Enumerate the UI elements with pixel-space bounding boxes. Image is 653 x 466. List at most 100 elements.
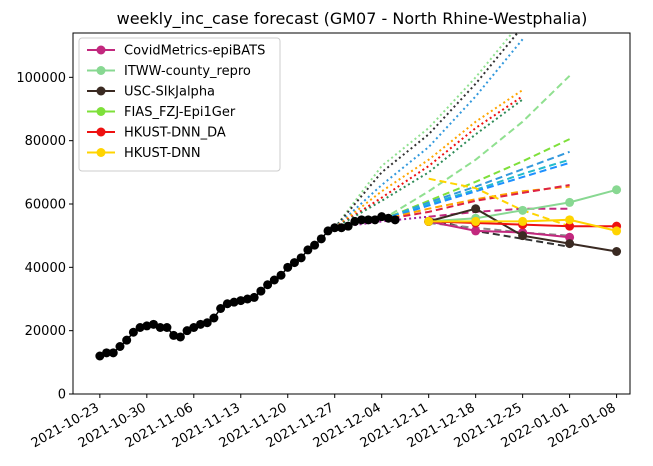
y-tick-label-3: 60000 <box>25 198 66 213</box>
projection-line-5 <box>334 98 524 229</box>
projection-line-2 <box>334 38 524 229</box>
observed-point-32 <box>310 240 320 250</box>
observed-point-34 <box>323 226 333 236</box>
projection-line-0 <box>333 33 514 229</box>
observed-point-9 <box>155 323 165 332</box>
observed-point-12 <box>175 332 185 342</box>
series-point-2-1 <box>471 204 481 214</box>
series-line-0 <box>428 220 570 239</box>
projection-line-8 <box>381 138 571 221</box>
legend-label-4: HKUST-DNN_DA <box>124 126 226 141</box>
observed-point-16 <box>202 318 212 328</box>
observed-point-0 <box>95 351 105 361</box>
legend-marker-1 <box>96 66 106 75</box>
observed-point-23 <box>249 292 259 302</box>
observed-point-11 <box>169 330 179 340</box>
series-point-0-3 <box>565 232 575 242</box>
observed-point-24 <box>256 286 266 296</box>
observed-point-44 <box>390 215 400 225</box>
observed-point-27 <box>276 270 286 280</box>
series-point-5-1 <box>471 216 481 226</box>
observed-line <box>99 215 396 357</box>
legend-marker-4 <box>96 127 106 137</box>
observed-point-40 <box>363 215 373 225</box>
observed-point-39 <box>357 215 367 225</box>
series-point-5-3 <box>565 215 575 225</box>
observed-point-29 <box>289 258 299 268</box>
projection-lines <box>333 33 571 248</box>
plot-frame <box>72 32 631 395</box>
projection-line-3 <box>334 89 524 229</box>
series-point-1-2 <box>518 205 528 215</box>
projection-line-14 <box>428 177 570 228</box>
legend-label-1: ITWW-county_repro <box>124 64 251 79</box>
observed-point-42 <box>377 212 387 222</box>
observed-point-20 <box>229 297 239 307</box>
observed-point-10 <box>162 323 172 332</box>
series-point-5-2 <box>518 216 528 226</box>
series-point-2-2 <box>518 231 528 241</box>
observed-point-17 <box>209 313 219 323</box>
observed-point-37 <box>343 221 353 231</box>
observed-point-4 <box>122 335 132 345</box>
observed-point-31 <box>303 245 313 255</box>
series-point-5-0 <box>424 216 434 226</box>
observed-series <box>95 212 400 361</box>
observed-point-33 <box>316 234 326 244</box>
observed-point-38 <box>350 216 360 226</box>
y-tick-label-2: 40000 <box>25 261 66 276</box>
observed-point-41 <box>370 215 380 225</box>
observed-point-15 <box>196 319 206 329</box>
legend-label-3: FIAS_FZJ-Epi1Ger <box>124 105 236 120</box>
observed-point-19 <box>222 299 232 309</box>
observed-point-43 <box>383 213 393 223</box>
series-point-0-1 <box>471 226 481 236</box>
x-axis: 2021-10-232021-10-302021-11-062021-11-13… <box>29 394 619 451</box>
observed-point-36 <box>336 223 346 233</box>
observed-point-3 <box>115 342 125 351</box>
projection-line-13 <box>381 184 570 221</box>
observed-point-35 <box>330 223 340 233</box>
observed-point-28 <box>283 262 293 272</box>
observed-point-18 <box>216 304 226 313</box>
observed-point-2 <box>108 348 118 358</box>
legend-label-2: USC-SIkJalpha <box>124 85 215 100</box>
observed-point-22 <box>242 294 252 304</box>
projection-line-1 <box>333 33 519 229</box>
observed-point-1 <box>102 348 112 358</box>
legend-marker-5 <box>96 148 106 157</box>
observed-point-5 <box>128 327 138 337</box>
y-tick-label-0: 0 <box>58 388 66 403</box>
projection-line-4 <box>334 95 524 229</box>
observed-point-26 <box>269 275 279 285</box>
legend-box <box>78 37 281 172</box>
series-point-1-4 <box>612 185 622 195</box>
observed-point-7 <box>142 321 152 331</box>
projection-line-9 <box>381 150 570 221</box>
legend-marker-0 <box>96 45 106 55</box>
projection-line-10 <box>381 158 570 221</box>
series-point-2-4 <box>612 247 622 256</box>
legend-marker-3 <box>96 107 106 116</box>
observed-point-21 <box>236 296 246 306</box>
series-point-4-3 <box>565 221 575 231</box>
observed-point-25 <box>263 280 273 290</box>
series-point-1-3 <box>565 197 575 207</box>
projection-line-7 <box>381 75 571 221</box>
y-tick-label-5: 100000 <box>16 71 66 86</box>
legend-label-5: HKUST-DNN <box>124 146 201 161</box>
observed-point-13 <box>182 326 192 336</box>
observed-point-8 <box>149 319 159 329</box>
series-point-5-4 <box>612 226 622 236</box>
observed-point-14 <box>189 323 199 332</box>
chart-title: weekly_inc_case forecast (GM07 - North R… <box>117 9 588 29</box>
y-tick-label-4: 80000 <box>25 134 66 149</box>
observed-point-6 <box>135 323 145 332</box>
legend: CovidMetrics-epiBATS ITWW-county_repro USC… <box>78 37 281 172</box>
y-axis: 0 20000 40000 60000 80000 100000 <box>16 71 73 403</box>
series-point-2-3 <box>565 239 575 249</box>
series-lines <box>424 185 622 256</box>
legend-label-0: CovidMetrics-epiBATS <box>124 44 265 59</box>
y-tick-label-1: 20000 <box>25 324 66 339</box>
